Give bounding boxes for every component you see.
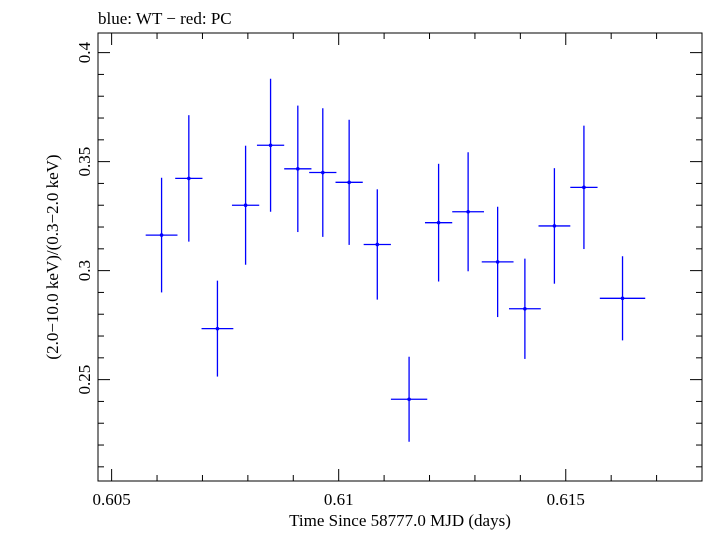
plot-frame [97, 32, 703, 482]
data-marker [582, 185, 586, 190]
data-marker [495, 260, 500, 264]
data-marker [407, 397, 411, 402]
data-marker [375, 242, 380, 247]
data-point [231, 145, 260, 265]
x-tick-label: 0.605 [92, 490, 130, 509]
x-tick-label: 0.615 [547, 490, 585, 509]
data-point [256, 78, 285, 212]
y-axis-label: (2.0−10.0 keV)/(0.3−2.0 keV) [43, 154, 62, 359]
data-marker [296, 167, 300, 171]
data-marker [268, 143, 273, 148]
data-point [452, 152, 485, 272]
x-axis-label: Time Since 58777.0 MJD (days) [289, 511, 511, 530]
data-point [599, 256, 646, 341]
axis-ticks [98, 33, 703, 481]
data-series [145, 78, 646, 442]
data-point [570, 125, 598, 250]
data-marker [215, 326, 220, 331]
y-tick-label: 0.35 [75, 147, 94, 177]
data-marker [347, 180, 351, 185]
data-point [508, 258, 541, 359]
data-point [201, 280, 234, 377]
data-point [363, 189, 391, 300]
data-marker [466, 209, 470, 214]
y-tick-label: 0.4 [75, 41, 94, 63]
y-tick-label: 0.3 [75, 260, 94, 281]
data-point [175, 115, 203, 242]
chart-title: blue: WT − red: PC [98, 9, 232, 28]
y-tick-labels: 0.25 0.3 0.35 0.4 [75, 41, 94, 394]
x-tick-label: 0.61 [324, 490, 354, 509]
data-point [145, 177, 178, 293]
data-point [481, 206, 514, 318]
data-point [390, 356, 428, 442]
data-marker [243, 203, 248, 208]
data-marker [436, 220, 441, 225]
data-marker [320, 170, 325, 175]
y-tick-label: 0.25 [75, 365, 94, 395]
data-point [424, 163, 453, 282]
data-point [538, 168, 571, 284]
data-marker [159, 233, 164, 237]
data-point [309, 108, 337, 237]
data-marker [187, 176, 191, 181]
data-point [335, 119, 363, 245]
data-marker [523, 306, 527, 311]
data-marker [620, 296, 625, 301]
data-point [284, 105, 312, 233]
data-marker [552, 224, 557, 228]
x-tick-labels: 0.605 0.61 0.615 [92, 490, 584, 509]
